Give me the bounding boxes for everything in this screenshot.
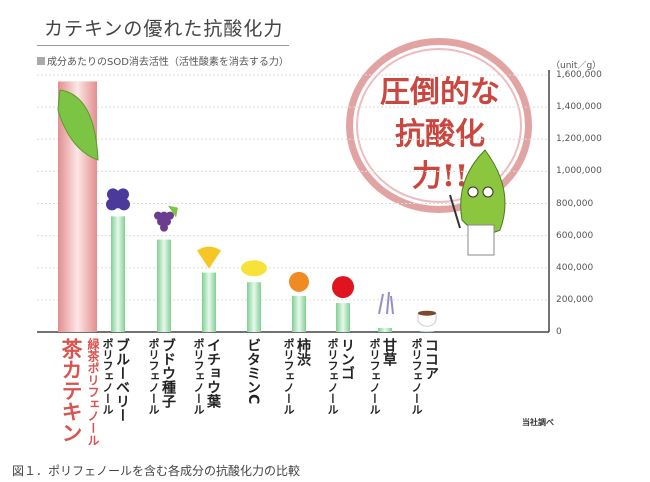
category-name: リンゴ xyxy=(339,338,355,380)
category-label: ビタミンC xyxy=(245,338,261,405)
stamp-circle xyxy=(346,38,532,213)
category-name: ココア xyxy=(423,338,439,380)
mascot-glasses xyxy=(482,186,494,198)
bar-1 xyxy=(111,216,125,332)
category-name: ブドウ種子 xyxy=(160,338,176,408)
ginkgo-leaf-icon xyxy=(197,246,221,269)
category-sub: 緑茶ポリフェノール xyxy=(86,338,100,446)
y-tick-label: 800,000 xyxy=(556,198,594,209)
subtitle-text: 成分あたりのSOD消去活性（活性酸素を消去する力） xyxy=(47,57,289,68)
category-sub: ポリフェノール xyxy=(101,338,114,415)
category-sub: ポリフェノール xyxy=(282,338,295,415)
y-tick-label: 1,400,000 xyxy=(556,102,602,113)
y-tick-label: 1,000,000 xyxy=(556,166,602,177)
mascot-coat xyxy=(467,224,495,256)
y-tick-label: 600,000 xyxy=(556,230,594,241)
blueberry-icon xyxy=(106,198,118,211)
y-tick-label: 1,200,000 xyxy=(556,134,602,145)
mascot-glasses xyxy=(467,186,479,198)
figure-caption: 図１．ポリフェノールを含む各成分の抗酸化力の比較 xyxy=(12,464,301,478)
mascot-pointer xyxy=(449,194,461,229)
bar-6 xyxy=(336,303,350,332)
category-label: 柿渋 ポリフェノール xyxy=(280,338,311,415)
licorice-icon xyxy=(378,291,394,315)
legend-square-icon xyxy=(37,57,45,65)
bar-2 xyxy=(157,239,171,332)
category-label: 甘草 ポリフェノール xyxy=(366,338,397,415)
grape-leaf-icon xyxy=(168,205,178,218)
y-tick-label: 200,000 xyxy=(556,294,594,305)
category-sub: ポリフェノール xyxy=(326,338,339,415)
category-label: ブルーベリー ポリフェノール xyxy=(99,338,130,422)
blueberry-icon xyxy=(118,198,130,211)
category-label: イチョウ葉 ポリフェノール xyxy=(190,338,221,415)
category-name: ビタミンC xyxy=(245,338,261,405)
y-tick-label: 400,000 xyxy=(556,262,594,273)
grape-icon xyxy=(160,223,168,232)
category-name: 柿渋 xyxy=(295,338,311,366)
bar-5 xyxy=(292,295,306,332)
cocoa-liquid xyxy=(418,310,436,316)
category-name: イチョウ葉 xyxy=(205,338,221,408)
stamp-text: 圧倒的な 抗酸化力!! xyxy=(370,72,510,198)
y-tick-label: 1,600,000 xyxy=(556,70,602,80)
grape-icon xyxy=(160,211,168,220)
category-label: 緑茶ポリフェノール 茶カテキン xyxy=(59,338,104,446)
persimmon-icon xyxy=(289,271,309,292)
y-tick-label: 0 xyxy=(556,327,562,337)
bar-3 xyxy=(202,272,216,332)
chart-title: カテキンの優れた抗酸化力 xyxy=(44,18,284,40)
y-axis-unit: （unit／g） xyxy=(551,61,602,71)
bar-7 xyxy=(378,327,392,332)
bar-8 xyxy=(420,331,434,332)
category-sub: ポリフェノール xyxy=(147,338,160,415)
category-name: 茶カテキン xyxy=(59,338,83,443)
category-label: リンゴ ポリフェノール xyxy=(324,338,355,415)
category-sub: ポリフェノール xyxy=(368,338,381,415)
lemon-icon xyxy=(241,260,267,277)
apple-icon xyxy=(332,276,354,299)
grape-icon xyxy=(157,217,165,226)
title-divider xyxy=(37,45,289,46)
category-label: ココア ポリフェノール xyxy=(408,338,439,415)
tea-leaf-icon xyxy=(57,89,99,161)
bar-4 xyxy=(247,282,261,332)
grape-icon xyxy=(163,217,171,226)
category-sub: ポリフェノール xyxy=(192,338,205,415)
category-sub: ポリフェノール xyxy=(410,338,423,415)
grape-icon xyxy=(166,211,174,220)
category-label: ブドウ種子 ポリフェノール xyxy=(145,338,176,415)
category-name: 甘草 xyxy=(381,338,397,366)
stamp-line-1: 圧倒的な xyxy=(380,75,500,110)
source-note: 当社調べ xyxy=(522,418,554,427)
stamp-line-2: 抗酸化力!! xyxy=(395,117,485,194)
cocoa-cup-icon xyxy=(417,312,437,327)
category-name: ブルーベリー xyxy=(114,338,130,422)
grape-icon xyxy=(154,211,162,220)
chart-subtitle: 成分あたりのSOD消去活性（活性酸素を消去する力） xyxy=(37,53,289,68)
